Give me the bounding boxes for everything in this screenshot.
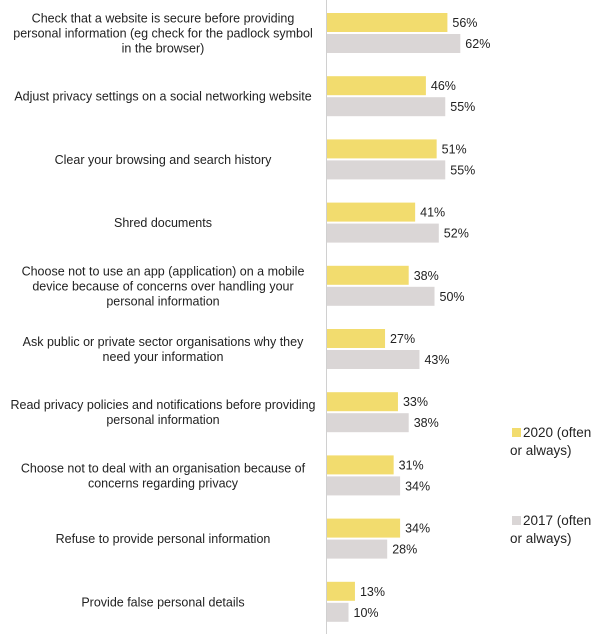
legend: 2020 (often or always) 2017 (often or alway… [510,425,591,546]
category-labels-group: Check that a website is secure before pr… [10,12,315,610]
bar-2017 [327,539,388,559]
bar-2020 [327,455,394,475]
value-label-2017: 50% [440,290,465,304]
bar-2017 [327,97,446,117]
value-label-2020: 27% [390,332,415,346]
value-label-2017: 55% [450,100,475,114]
bar-2020 [327,392,398,412]
value-label-2017: 28% [392,543,417,557]
category-label: Provide false personal details [81,595,244,609]
value-label-2020: 56% [452,16,477,30]
value-label-2020: 38% [414,269,439,283]
value-label-2017: 38% [414,416,439,430]
bar-2020 [327,139,437,159]
bar-2017 [327,286,435,306]
category-label: Shred documents [114,216,212,230]
bar-2020 [327,76,426,96]
bar-2017 [327,160,446,180]
bar-2020 [327,202,416,222]
bar-2020 [327,265,409,285]
category-label: Refuse to provide personal information [56,532,271,546]
bar-2017 [327,350,420,369]
bar-2020 [327,329,386,348]
value-label-2017: 34% [405,479,430,493]
category-label: Read privacy policies and notifications … [10,398,315,427]
value-label-2017: 55% [450,163,475,177]
bar-2017 [327,223,439,243]
value-label-2017: 10% [354,606,379,620]
bar-2017 [327,476,401,496]
value-label-2017: 52% [444,227,469,241]
value-label-2020: 33% [403,395,428,409]
bar-2020 [327,518,401,538]
value-label-2020: 46% [431,79,456,93]
value-label-2020: 31% [399,458,424,472]
bar-2020 [327,13,448,32]
value-label-2017: 43% [424,353,449,367]
bar-2017 [327,602,349,622]
category-label: Ask public or private sector organisatio… [23,335,304,364]
bar-2017 [327,413,409,433]
value-label-2020: 13% [360,585,385,599]
legend-swatch-2020 [512,428,521,437]
bar-2020 [327,581,355,601]
legend-swatch-2017 [512,516,521,525]
bars-group: 56%62%46%55%51%55%41%52%38%50%27%43%33%3… [327,13,490,622]
category-label: Adjust privacy settings on a social netw… [14,90,311,104]
legend-label-2017: 2017 (often or always) [510,513,591,546]
category-label: Choose not to use an app (application) o… [22,264,305,308]
value-label-2017: 62% [465,37,490,51]
value-label-2020: 34% [405,522,430,536]
category-label: Check that a website is secure before pr… [13,12,312,56]
value-label-2020: 51% [442,142,467,156]
legend-label-2020: 2020 (often or always) [510,425,591,458]
category-label: Choose not to deal with an organisation … [21,461,306,490]
bar-2017 [327,34,461,53]
value-label-2020: 41% [420,206,445,220]
category-label: Clear your browsing and search history [55,153,273,167]
